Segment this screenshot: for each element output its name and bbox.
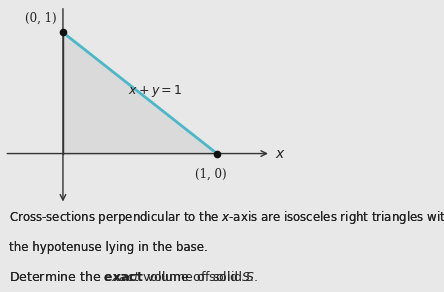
- Text: the hypotenuse lying in the base.: the hypotenuse lying in the base.: [9, 241, 208, 254]
- Text: Determine the $\it{exact}$ volume of solid $S$.: Determine the $\it{exact}$ volume of sol…: [9, 270, 254, 284]
- Text: Cross-sections perpendicular to the $x$-axis are isosceles right triangles with: Cross-sections perpendicular to the $x$-…: [9, 209, 444, 226]
- Polygon shape: [63, 32, 217, 154]
- Text: $x + y = 1$: $x + y = 1$: [127, 83, 182, 99]
- Text: Cross-sections perpendicular to the $x$-axis are isosceles right triangles with: Cross-sections perpendicular to the $x$-…: [9, 209, 444, 226]
- Text: (1, 0): (1, 0): [195, 168, 226, 181]
- Text: Determine the $\mathbf{exact}$ volume of solid $S$.: Determine the $\mathbf{exact}$ volume of…: [9, 270, 258, 284]
- Text: $x$: $x$: [275, 147, 286, 161]
- Text: (0, 1): (0, 1): [25, 12, 57, 25]
- Text: the hypotenuse lying in the base.: the hypotenuse lying in the base.: [9, 241, 208, 254]
